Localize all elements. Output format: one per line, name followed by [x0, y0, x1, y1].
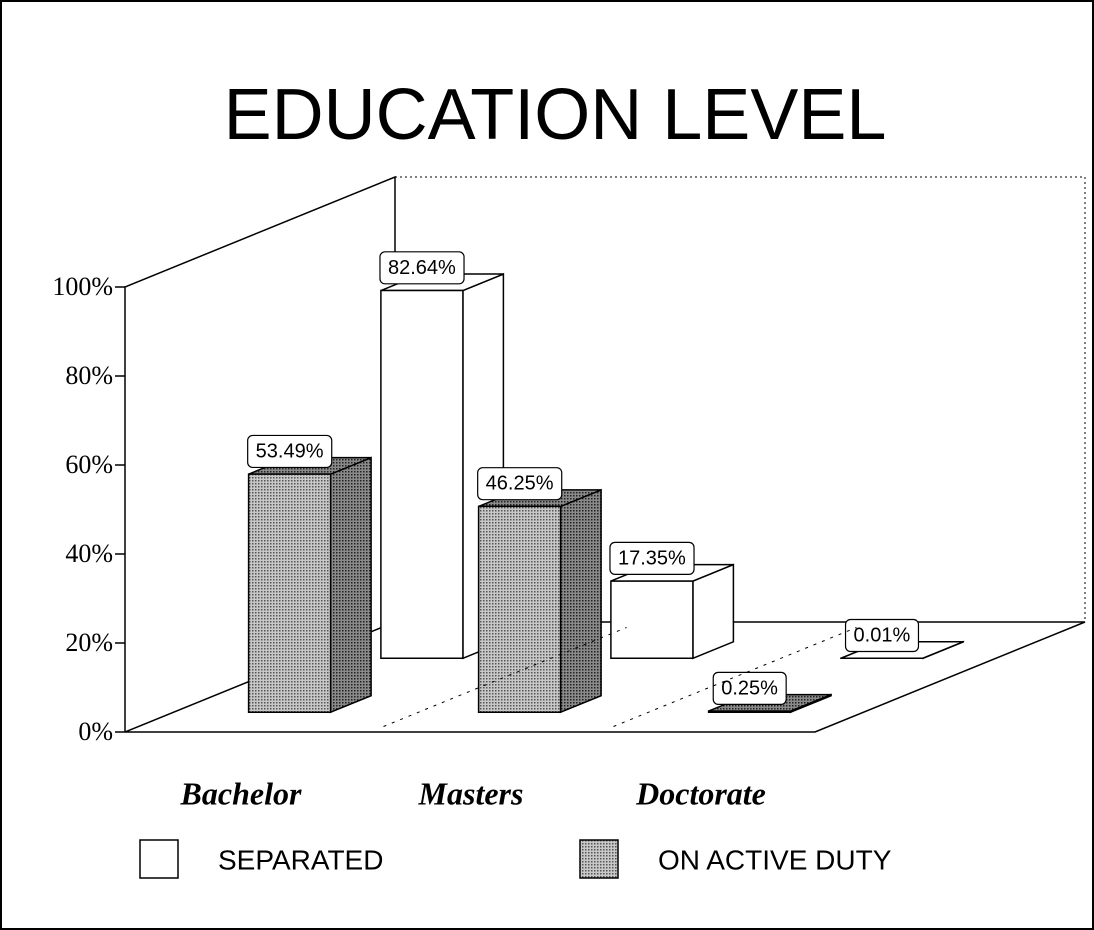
x-tick-label: Bachelor	[180, 775, 302, 811]
bar-front	[610, 580, 694, 660]
value-label: 0.01%	[854, 625, 911, 647]
legend-swatch	[579, 839, 619, 879]
y-tick-label: 80%	[65, 361, 113, 390]
bar-side	[559, 488, 602, 714]
value-label-box	[844, 618, 920, 653]
bar-front	[707, 710, 792, 713]
bar	[477, 488, 602, 714]
value-label-box	[247, 434, 333, 469]
value-label: 46.25%	[486, 473, 554, 495]
back-wall	[395, 176, 1086, 622]
legend-swatch	[139, 839, 179, 879]
value-label-box	[379, 251, 465, 285]
value-label-box	[712, 671, 787, 705]
floor-line	[613, 627, 857, 727]
value-label: 0.25%	[721, 677, 778, 699]
bar	[610, 563, 735, 660]
value-label: 82.64%	[388, 257, 456, 279]
y-tick-label: 100%	[52, 272, 113, 301]
bar-front	[380, 289, 464, 660]
bar-side	[329, 456, 372, 714]
chart-title: EDUCATION LEVEL	[224, 75, 887, 155]
x-tick-label: Masters	[418, 775, 524, 811]
floor-line	[383, 627, 627, 727]
x-tick-label: Doctorate	[635, 775, 766, 811]
y-tick-label: 40%	[65, 539, 113, 568]
bar-front	[247, 473, 332, 713]
y-tick-label: 60%	[65, 450, 113, 479]
value-label-box	[609, 541, 695, 575]
value-label: 53.49%	[256, 440, 324, 462]
legend-label: SEPARATED	[218, 844, 383, 875]
legend-label: ON ACTIVE DUTY	[658, 844, 892, 875]
bar	[247, 456, 372, 714]
value-label: 17.35%	[618, 547, 686, 569]
y-tick-label: 0%	[78, 717, 113, 746]
bar-front	[477, 505, 562, 713]
y-tick-label: 20%	[65, 628, 113, 657]
value-label-box	[477, 467, 563, 501]
